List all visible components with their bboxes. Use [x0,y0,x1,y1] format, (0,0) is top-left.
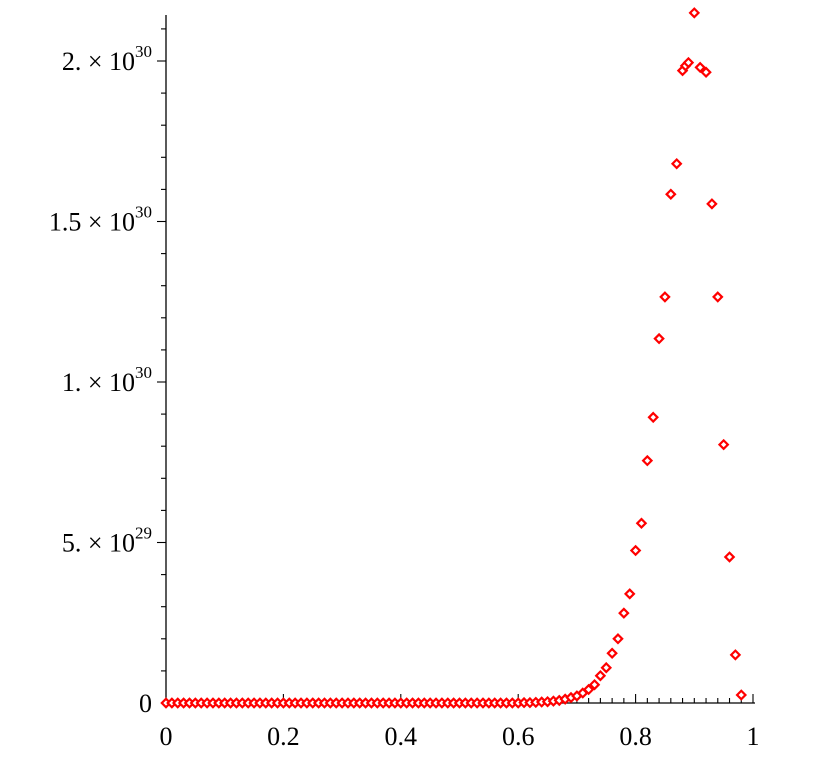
x-tick-label: 0.8 [619,722,652,751]
data-point [659,291,671,303]
x-tick-label: 0.6 [502,722,535,751]
y-tick-label: 1. × 1030 [62,363,152,397]
data-point [647,411,659,424]
data-point [735,689,748,701]
data-point [723,551,736,563]
data-point [618,607,630,619]
data-point [688,7,701,19]
data-point [629,544,642,557]
data-point [582,683,595,696]
x-tick-label: 1 [747,722,760,751]
x-tick-label: 0.2 [267,722,300,751]
x-tick-label: 0.4 [385,722,418,751]
y-tick-label: 5. × 1029 [62,524,152,558]
data-point [706,198,718,210]
x-tick-label: 0 [160,722,173,751]
tick-labels: 0 0.2 0.4 0.6 0.8 1 0 5. × 1029 1. × 1030 1.5 × 1… [49,42,760,751]
data-point [653,332,665,345]
data-point [641,454,654,467]
data-point [694,61,706,74]
axes [165,15,755,704]
data-point [670,157,683,170]
data-point [606,647,618,660]
data-point [729,649,742,661]
data-point [665,188,677,200]
data-point [600,661,613,674]
data-point [612,633,624,645]
data-point [700,66,712,78]
data-point [717,438,730,451]
data-point [594,669,607,682]
y-tick-label: 2. × 1030 [62,42,152,76]
data-point [682,56,695,69]
data-point [635,517,648,529]
y-tick-label: 1.5 × 1030 [49,203,152,237]
y-tick-label: 0 [139,689,152,718]
data-point [712,291,724,303]
data-point [588,678,601,691]
tick-marks [157,28,754,703]
data-point [623,588,636,600]
data-points [160,7,748,709]
